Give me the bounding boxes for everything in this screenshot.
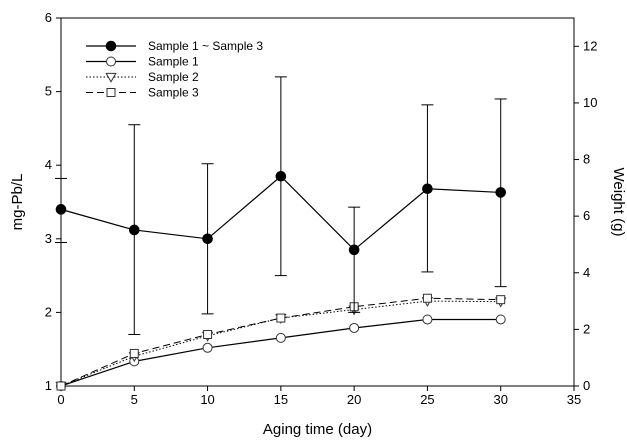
- data-point: [202, 342, 213, 353]
- legend-entry-3: Sample 2: [86, 70, 199, 84]
- series-layer: [55, 76, 507, 392]
- y-tick-label: 4: [45, 157, 52, 172]
- y2-tick-label: 8: [583, 152, 590, 167]
- legend-marker: [106, 88, 116, 97]
- series-3: [55, 296, 507, 392]
- series-line: [60, 318, 501, 387]
- y2-tick-label: 12: [583, 38, 597, 53]
- y-tick-label: 2: [45, 304, 52, 319]
- x-tick-label: 15: [274, 392, 288, 407]
- y2-tick-label: 6: [583, 208, 590, 223]
- data-point: [422, 314, 433, 325]
- series-4: [56, 293, 506, 391]
- legend-label: Sample 2: [148, 70, 199, 84]
- x-tick-label: 25: [420, 392, 434, 407]
- y-axis-title: mg-Pb/L: [9, 174, 26, 231]
- data-point: [275, 170, 287, 182]
- y-tick-label: 5: [45, 84, 52, 99]
- x-axis-title: Aging time (day): [263, 421, 372, 438]
- data-point: [496, 295, 506, 305]
- data-point: [348, 244, 360, 256]
- legend-label: Sample 3: [148, 86, 199, 100]
- data-point: [55, 204, 67, 215]
- x-tick-label: 0: [57, 392, 64, 407]
- data-point: [349, 322, 360, 333]
- legend-marker: [106, 56, 116, 67]
- legend-marker: [105, 40, 117, 52]
- data-point: [275, 332, 286, 343]
- y2-tick-label: 0: [583, 378, 590, 393]
- y2-tick-label: 4: [583, 265, 590, 280]
- y-tick-label: 1: [45, 378, 52, 393]
- x-tick-label: 5: [131, 392, 138, 407]
- y2-axis-title: Weight (g): [610, 168, 627, 237]
- data-point: [202, 233, 213, 245]
- y2-tick-label: 10: [583, 95, 597, 110]
- legend-marker: [105, 72, 117, 83]
- series-1: [55, 76, 507, 335]
- legend-entry-2: Sample 1: [86, 55, 199, 69]
- plot-frame: [60, 17, 575, 387]
- x-tick-label: 30: [493, 392, 507, 407]
- y-tick-label: 3: [45, 231, 52, 246]
- series-2: [56, 314, 506, 391]
- y2-tick-label: 2: [583, 321, 590, 336]
- data-point: [422, 293, 432, 303]
- data-point: [129, 348, 139, 358]
- data-point: [203, 329, 213, 339]
- x-tick-label: 10: [200, 392, 214, 407]
- x-tick-label: 20: [347, 392, 361, 407]
- data-point: [495, 187, 507, 198]
- legend-label: Sample 1 ~ Sample 3: [148, 39, 263, 53]
- legend-entry-4: Sample 3: [86, 86, 199, 100]
- x-tick-label: 35: [567, 392, 581, 407]
- data-point: [276, 313, 286, 323]
- data-point: [56, 381, 66, 391]
- legend-label: Sample 1: [148, 55, 199, 69]
- data-point: [422, 183, 433, 195]
- data-point: [495, 314, 506, 325]
- legend-entry-1: Sample 1 ~ Sample 3: [86, 39, 263, 53]
- y-tick-label: 6: [45, 10, 52, 25]
- data-point: [128, 224, 140, 236]
